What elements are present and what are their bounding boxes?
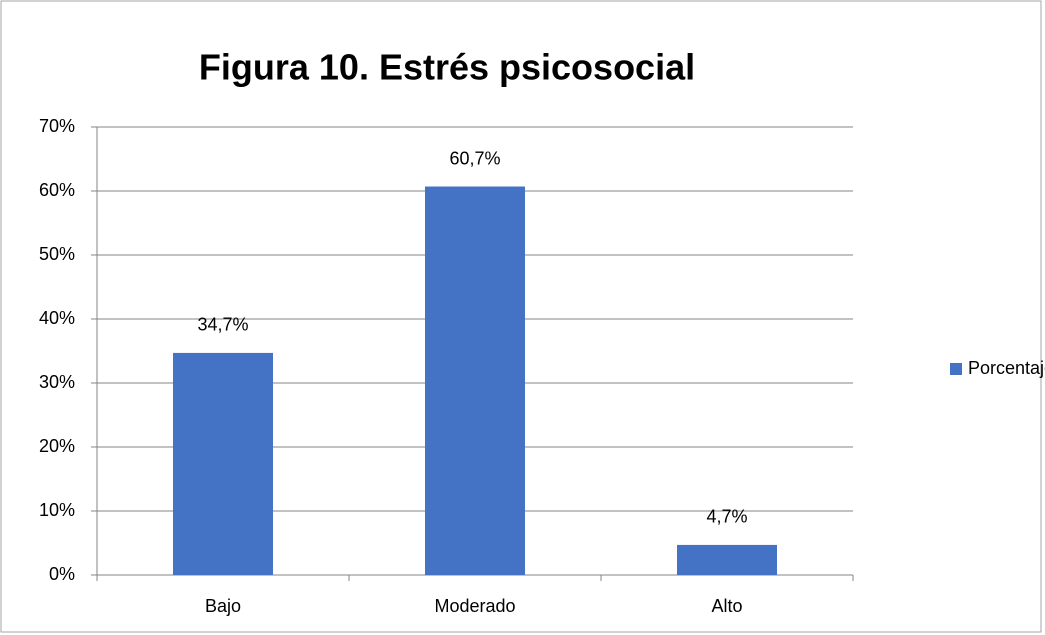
x-tick-label: Moderado <box>434 596 515 616</box>
legend-swatch <box>950 363 962 375</box>
bar <box>173 352 273 575</box>
y-tick-label: 20% <box>39 436 75 456</box>
data-label: 60,7% <box>449 148 500 168</box>
y-tick-label: 30% <box>39 372 75 392</box>
legend-label: Porcentaje <box>968 358 1045 378</box>
y-tick-label: 70% <box>39 116 75 136</box>
y-tick-label: 10% <box>39 500 75 520</box>
data-label: 4,7% <box>706 507 747 527</box>
x-tick-label: Bajo <box>205 596 241 616</box>
chart-title: Figura 10. Estrés psicosocial <box>199 47 695 88</box>
y-tick-label: 60% <box>39 180 75 200</box>
y-tick-label: 0% <box>49 564 75 584</box>
y-tick-label: 50% <box>39 244 75 264</box>
y-tick-label: 40% <box>39 308 75 328</box>
x-tick-label: Alto <box>711 596 742 616</box>
data-label: 34,7% <box>197 315 248 335</box>
bar <box>677 544 777 575</box>
bar <box>425 186 525 575</box>
